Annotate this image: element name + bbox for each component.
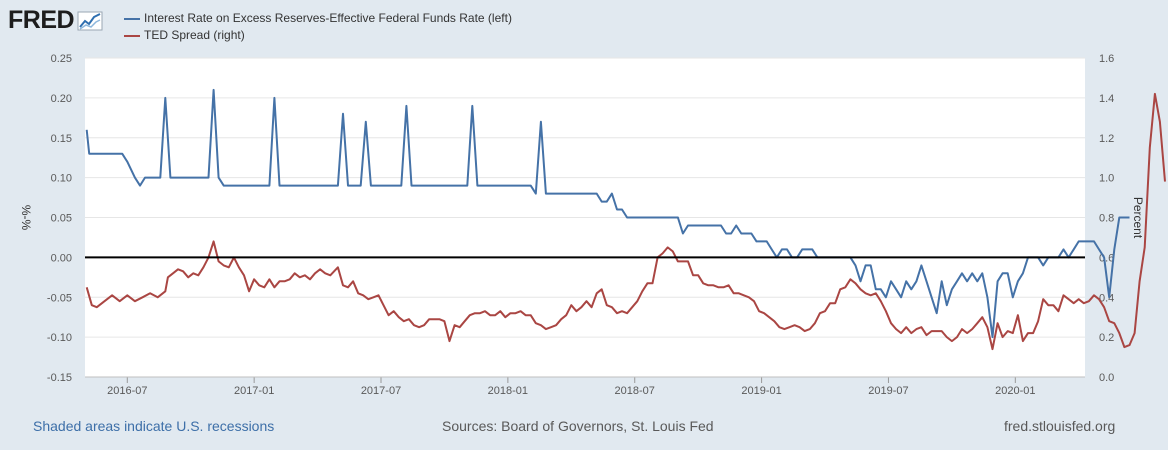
left-tick-label: -0.10 — [47, 332, 72, 344]
left-tick-label: 0.25 — [51, 53, 72, 65]
fred-url-link[interactable]: fred.stlouisfed.org — [1004, 418, 1116, 434]
x-tick-label: 2018-07 — [615, 385, 655, 397]
legend-item-series1[interactable]: Interest Rate on Excess Reserves-Effecti… — [124, 10, 512, 27]
x-tick-label: 2020-01 — [995, 385, 1035, 397]
legend-swatch-series1 — [124, 17, 140, 20]
recession-note-link[interactable]: Shaded areas indicate U.S. recessions — [33, 418, 275, 434]
x-tick-label: 2016-07 — [107, 385, 147, 397]
left-tick-label: 0.00 — [51, 252, 72, 264]
x-tick-label: 2019-01 — [741, 385, 781, 397]
legend-item-series2[interactable]: TED Spread (right) — [124, 27, 512, 44]
chart-line-icon — [77, 11, 103, 30]
x-tick-label: 2018-01 — [488, 385, 528, 397]
x-tick-label: 2019-07 — [868, 385, 908, 397]
right-tick-label: 1.2 — [1099, 133, 1114, 145]
left-tick-label: 0.15 — [51, 133, 72, 145]
left-tick-label: -0.15 — [47, 372, 72, 384]
right-tick-label: 0.4 — [1099, 292, 1114, 304]
left-axis-title: %-% — [19, 205, 33, 231]
fred-logo[interactable]: FRED — [8, 6, 103, 35]
legend-label-series2: TED Spread (right) — [144, 28, 245, 42]
right-tick-label: 1.0 — [1099, 173, 1114, 185]
legend-label-series1: Interest Rate on Excess Reserves-Effecti… — [144, 11, 512, 25]
left-tick-label: 0.10 — [51, 173, 72, 185]
x-tick-label: 2017-01 — [234, 385, 274, 397]
right-axis-title: Percent — [1131, 197, 1145, 239]
right-tick-label: 0.2 — [1099, 332, 1114, 344]
series-line-iorr-effr — [85, 88, 1130, 339]
left-tick-label: 0.20 — [51, 93, 72, 105]
series-line-ted-spread — [85, 92, 1166, 351]
right-tick-label: 1.6 — [1099, 53, 1114, 65]
right-tick-label: 0.8 — [1099, 213, 1114, 225]
left-tick-label: -0.05 — [47, 292, 72, 304]
right-tick-label: 1.4 — [1099, 93, 1114, 105]
legend-swatch-series2 — [124, 34, 140, 37]
logo-text: FRED — [8, 6, 75, 34]
right-tick-label: 0.0 — [1099, 372, 1114, 384]
sources-text: Sources: Board of Governors, St. Louis F… — [442, 418, 714, 434]
x-tick-label: 2017-07 — [361, 385, 401, 397]
chart-legend: Interest Rate on Excess Reserves-Effecti… — [124, 10, 512, 44]
left-tick-label: 0.05 — [51, 213, 72, 225]
